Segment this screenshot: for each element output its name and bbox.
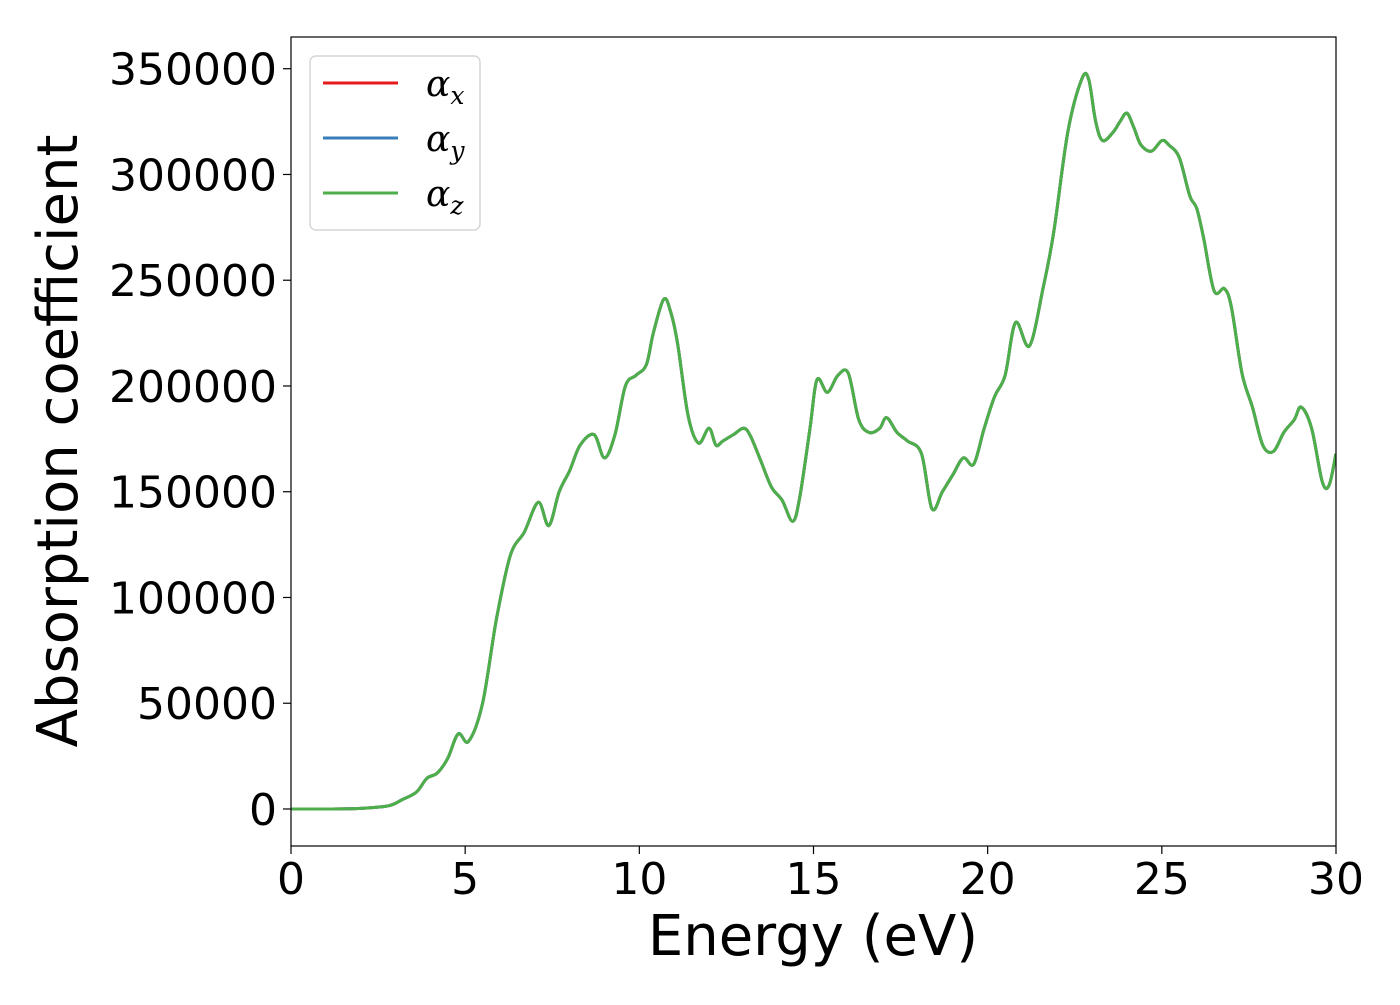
legend-label-y: αy (426, 119, 465, 165)
x-tick-label: 20 (960, 854, 1016, 905)
y-tick-label: 350000 (109, 45, 277, 96)
x-tick-label: 5 (451, 854, 479, 905)
y-tick-label: 50000 (137, 679, 277, 730)
x-tick-label: 10 (611, 854, 667, 905)
y-axis: 0 50000 100000 150000 200000 250000 300000 3500… (109, 45, 291, 836)
x-axis: 0 5 10 15 20 25 30 (277, 846, 1364, 905)
x-tick-label: 30 (1308, 854, 1364, 905)
y-tick-label: 0 (249, 785, 277, 836)
y-tick-label: 300000 (109, 150, 277, 201)
series-layer (291, 71, 1336, 811)
x-tick-label: 15 (786, 854, 842, 905)
y-axis-title: Absorption coefficient (26, 135, 91, 748)
y-tick-label: 250000 (109, 256, 277, 307)
y-tick-label: 100000 (109, 573, 277, 624)
series-line-z (291, 71, 1336, 811)
y-tick-label: 150000 (109, 468, 277, 519)
legend-box (309, 55, 481, 231)
x-axis-title: Energy (eV) (648, 904, 978, 969)
y-tick-label: 200000 (109, 362, 277, 413)
x-tick-label: 25 (1134, 854, 1190, 905)
x-tick-label: 0 (277, 854, 305, 905)
